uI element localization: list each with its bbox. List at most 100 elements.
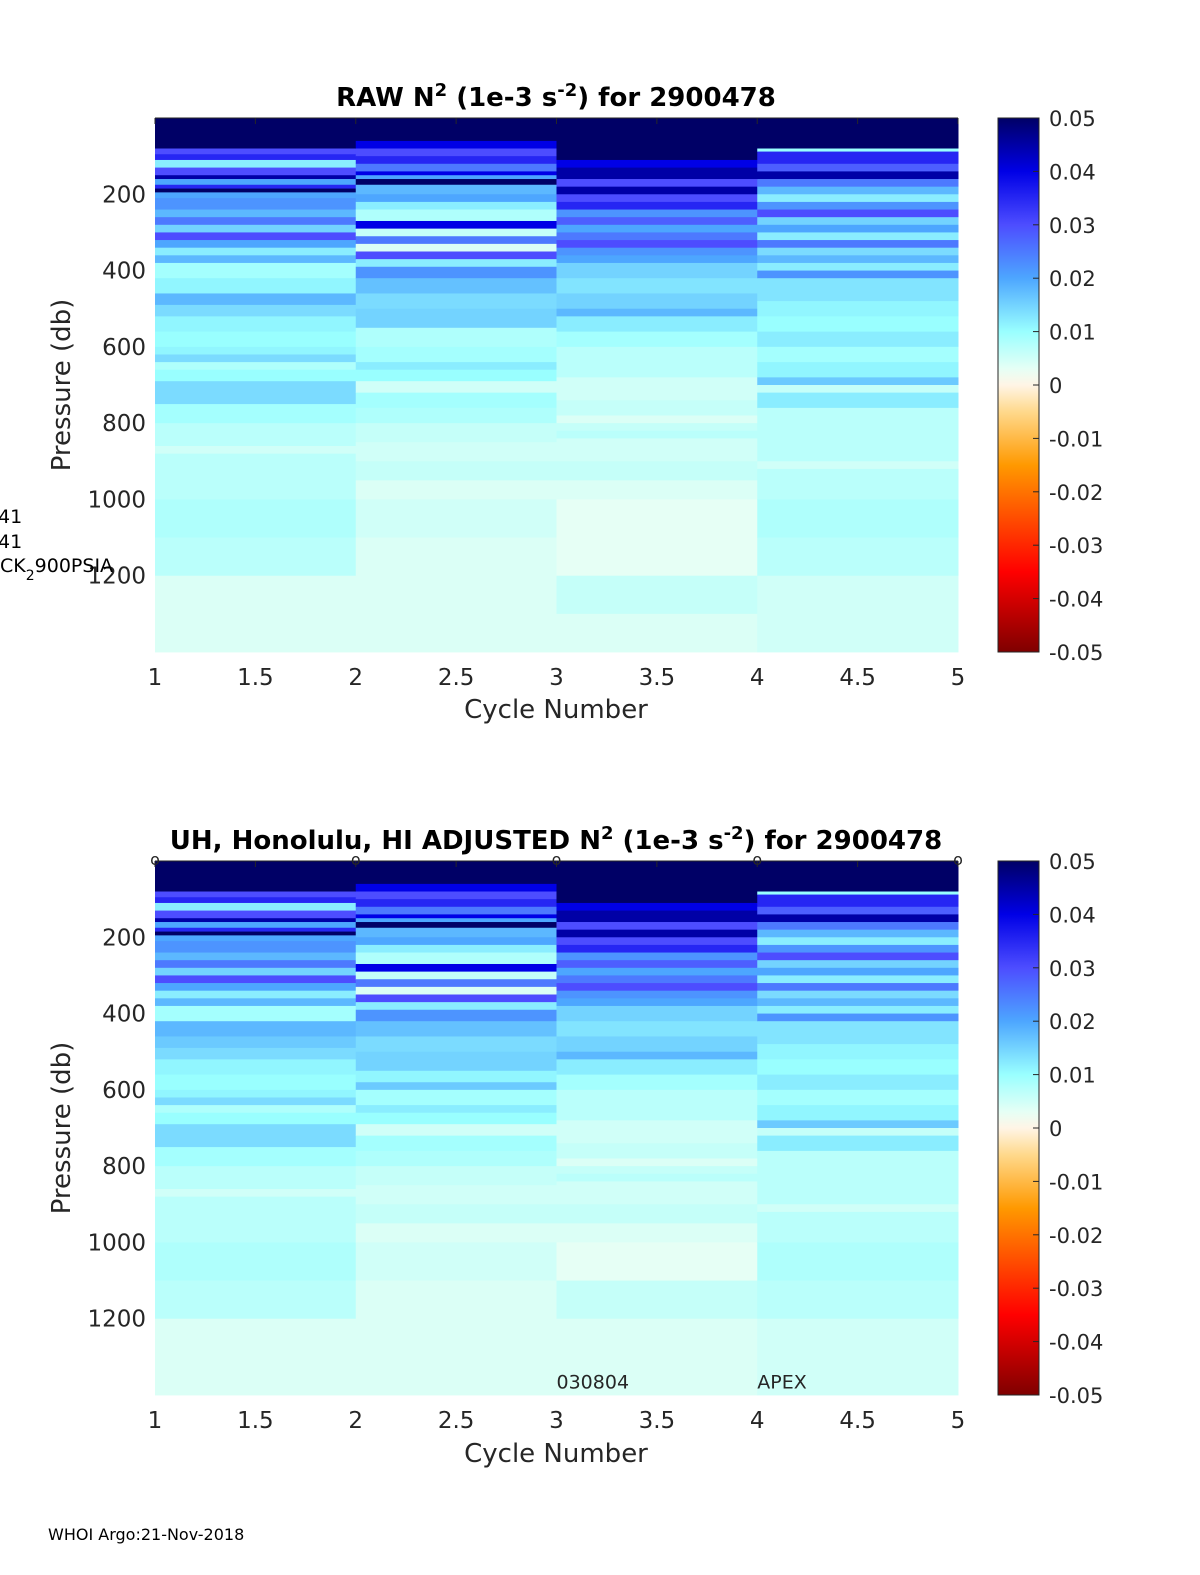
y-tick-label: 800 (102, 411, 146, 437)
heatmap-cell (556, 240, 758, 249)
heatmap-cell (155, 1047, 357, 1060)
x-tick-label: 3 (549, 1408, 564, 1434)
heatmap-cell (155, 1242, 357, 1281)
heatmap-cell (155, 167, 357, 176)
colorbar-tick-label: -0.03 (1049, 534, 1103, 558)
heatmap-cell (757, 1211, 959, 1243)
heatmap-cell (757, 217, 959, 226)
heatmap-cell (155, 224, 357, 233)
heatmap-cell (155, 975, 357, 984)
x-tick-label: 3.5 (639, 665, 676, 691)
heatmap-cell (155, 404, 357, 424)
heatmap-cell (155, 910, 357, 919)
y-axis-label: Pressure (db) (47, 299, 77, 472)
heatmap-cell (155, 346, 357, 355)
heatmap-cell (155, 1189, 357, 1198)
heatmap-cell (355, 1150, 557, 1167)
heatmap-cell (556, 1005, 758, 1022)
heatmap-cell (757, 1242, 959, 1281)
heatmap-cell (355, 883, 557, 892)
heatmap-cell (757, 937, 959, 946)
heatmap-cell (757, 1089, 959, 1106)
heatmap-cell (556, 1223, 758, 1243)
heatmap-cell (355, 266, 557, 279)
heatmap-cell (355, 537, 557, 653)
heatmap-cell (355, 1204, 557, 1224)
heatmap-cell (355, 979, 557, 988)
footer-credit: WHOI Argo:21-Nov-2018 (48, 1525, 245, 1544)
heatmap-cell (355, 952, 557, 965)
heatmap-cell (556, 201, 758, 210)
heatmap-cell (355, 228, 557, 237)
heatmap-cell (155, 240, 357, 249)
heatmap-cell (155, 304, 357, 317)
heatmap-cell (556, 944, 758, 953)
heatmap-cell (556, 423, 758, 432)
heatmap-cell (355, 899, 557, 908)
heatmap-cell (155, 902, 357, 911)
top-marker: o (953, 850, 963, 869)
heatmap-cell (556, 461, 758, 481)
heatmap-cell (155, 262, 357, 279)
x-axis-label: Cycle Number (464, 1439, 648, 1469)
x-tick-label: 3.5 (639, 1408, 676, 1434)
heatmap-cell (556, 983, 758, 992)
colorbar-tick-label: 0.01 (1049, 321, 1096, 345)
heatmap-cell (155, 381, 357, 405)
top-marker: o (150, 850, 160, 869)
heatmap-cell (556, 975, 758, 984)
heatmap-cell (155, 499, 357, 538)
heatmap-cell (556, 430, 758, 439)
heatmap-cell (757, 331, 959, 348)
heatmap-cell (155, 998, 357, 1007)
heatmap-cell (757, 148, 959, 152)
heatmap-cell (757, 983, 959, 992)
heatmap-cell (757, 1044, 959, 1060)
heatmap-cell (355, 442, 557, 462)
y-tick-label: 1200 (87, 564, 146, 590)
heatmap-cell (155, 1105, 357, 1114)
heatmap-cell (757, 270, 959, 279)
colorbar-tick-label: -0.03 (1049, 1277, 1103, 1301)
colorbar-tick-label: -0.01 (1049, 1170, 1103, 1194)
heatmap-cell (155, 1196, 357, 1243)
x-tick-label: 2 (348, 1408, 363, 1434)
chart-title: RAW N2 (1e-3 s-2) for 2900478 (336, 80, 776, 113)
heatmap-cell (155, 362, 357, 371)
y-tick-label: 600 (102, 335, 146, 361)
heatmap-cell (155, 446, 357, 455)
heatmap-cell (556, 1051, 758, 1060)
heatmap-cell (757, 1059, 959, 1075)
heatmap-cell (355, 1185, 557, 1205)
heatmap-cell (556, 480, 758, 500)
heatmap-cell (155, 918, 357, 923)
heatmap-cell (355, 937, 557, 946)
heatmap-cell (556, 217, 758, 226)
heatmap-cell (757, 209, 959, 218)
heatmap-cell (355, 1082, 557, 1091)
heatmap-cell (155, 1074, 357, 1091)
colorbar-tick-label: -0.01 (1049, 427, 1103, 451)
top-marker: o (552, 850, 562, 869)
heatmap-cell (155, 217, 357, 226)
heatmap-cell (757, 262, 959, 271)
colorbar-tick-label: 0.04 (1049, 903, 1096, 927)
heatmap-cell (155, 537, 357, 577)
heatmap-cell (355, 1223, 557, 1243)
y-tick-label: 400 (102, 1002, 146, 1028)
heatmap-cell (355, 163, 557, 172)
heatmap-cell (757, 255, 959, 264)
x-tick-label: 2.5 (438, 665, 475, 691)
heatmap-cell (556, 167, 758, 180)
colorbar-strip (998, 118, 1039, 652)
colorbar-tick-label: 0.03 (1049, 957, 1096, 981)
heatmap-cell (757, 1318, 959, 1396)
colorbar-tick-label: -0.04 (1049, 588, 1103, 612)
heatmap-cell (757, 278, 959, 302)
chart-title: UH, Honolulu, HI ADJUSTED N2 (1e-3 s-2) … (170, 823, 942, 856)
heatmap-cell (155, 1124, 357, 1148)
heatmap-cell (355, 1009, 557, 1022)
heatmap-cell (355, 963, 557, 973)
top-marker: o (752, 850, 762, 869)
